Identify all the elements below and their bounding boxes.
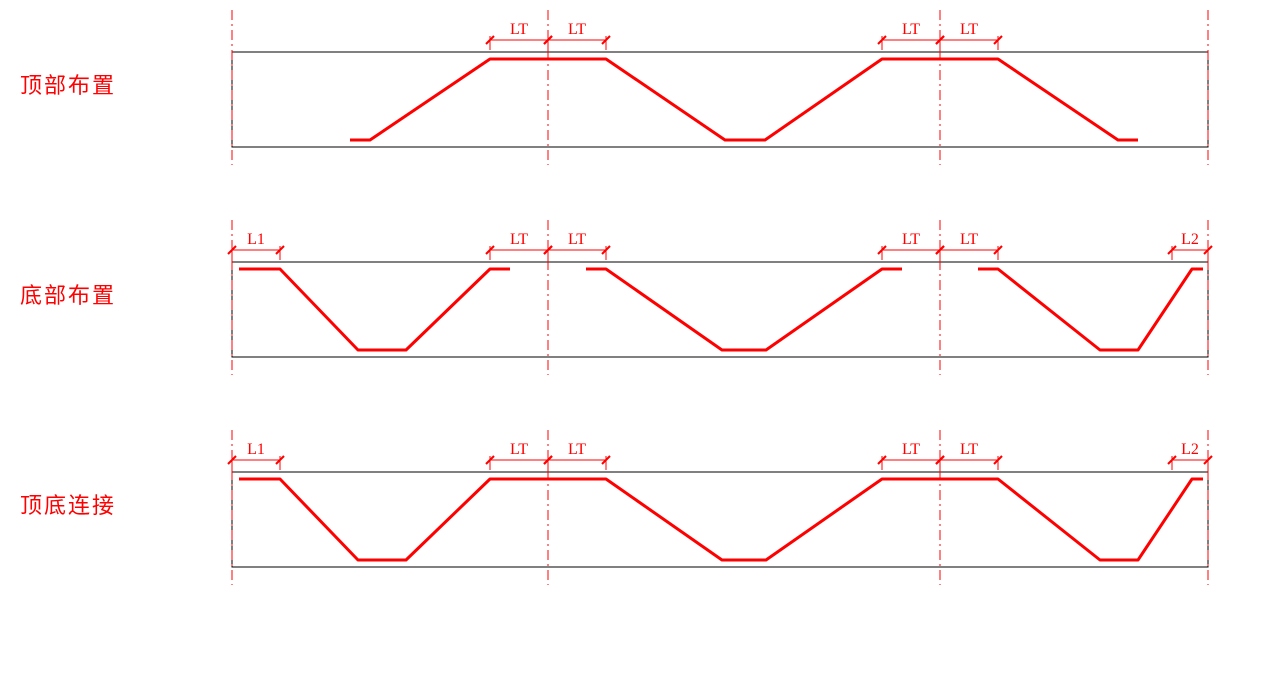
beam-outline: [232, 472, 1208, 567]
dim-label: L2: [1181, 231, 1199, 248]
dim-label: LT: [568, 231, 586, 248]
row-label: 底部布置: [20, 278, 116, 310]
dim-label: LT: [568, 441, 586, 458]
dim-label: L1: [247, 441, 265, 458]
rebar-path: [586, 269, 902, 350]
row-svg: LT LT LT LT: [220, 10, 1220, 170]
dim-label: LT: [960, 231, 978, 248]
bottom-arrangement: 底部布置 L1 LT LT LT LT: [20, 220, 1260, 380]
diagram-container: 顶部布置 LT LT LT LT 底部布置 L1: [20, 10, 1260, 590]
row-svg: L1 LT LT LT LT L2: [220, 430, 1220, 590]
dim-label: LT: [510, 21, 528, 38]
rebar-path: [745, 59, 1138, 140]
dim-label: LT: [902, 441, 920, 458]
rebar-path: [978, 269, 1203, 350]
rebar-path: [239, 479, 1203, 560]
dim-label: LT: [510, 441, 528, 458]
dim-label: L2: [1181, 441, 1199, 458]
dim-label: LT: [960, 21, 978, 38]
top-arrangement: 顶部布置 LT LT LT LT: [20, 10, 1260, 170]
beam-outline: [232, 262, 1208, 357]
dim-label: L1: [247, 231, 265, 248]
row-svg: L1 LT LT LT LT L2: [220, 220, 1220, 380]
dim-label: LT: [960, 441, 978, 458]
dim-label: LT: [902, 21, 920, 38]
row-label: 顶部布置: [20, 68, 116, 100]
row-label: 顶底连接: [20, 488, 116, 520]
dim-label: LT: [902, 231, 920, 248]
dim-label: LT: [510, 231, 528, 248]
rebar-path: [239, 269, 510, 350]
top-bottom-connection: 顶底连接 L1 LT LT LT LT: [20, 430, 1260, 590]
dim-label: LT: [568, 21, 586, 38]
